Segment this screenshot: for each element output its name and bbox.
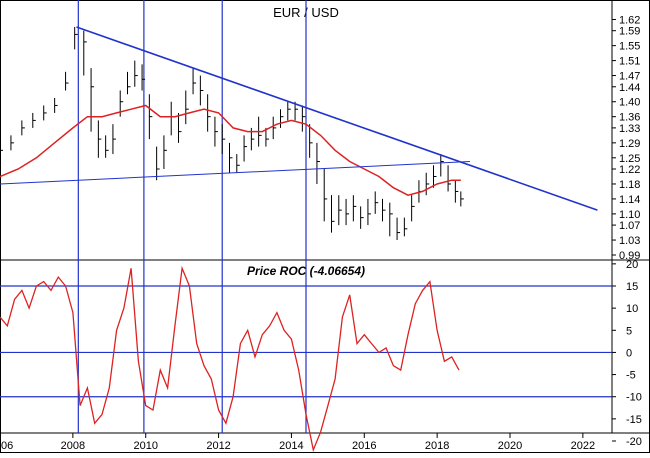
price-tick-label-5: 1.44 <box>619 82 640 94</box>
roc-lines <box>0 265 460 453</box>
x-tick-label-5: 2016 <box>352 440 376 452</box>
price-tick-label-11: 1.22 <box>619 164 640 176</box>
x-tick-label-4: 2014 <box>279 440 303 452</box>
price-tick-label-6: 1.40 <box>619 97 640 109</box>
price-tick-label-10: 1.25 <box>619 153 640 165</box>
price-tick-label-12: 1.18 <box>619 179 640 191</box>
price-tick-label-7: 1.36 <box>619 112 640 124</box>
roc-tick-label-5: -5 <box>626 370 636 382</box>
price-tick-label-15: 1.07 <box>619 220 640 232</box>
roc-tick-label-1: 15 <box>626 281 638 293</box>
trendline-upper-line <box>76 26 598 211</box>
roc-vertical-markers <box>77 260 307 433</box>
roc-y-axis: 20 15 10 5 0 -5 -10 -15 -20 <box>612 259 642 448</box>
x-tick-label-1: 2008 <box>61 440 85 452</box>
roc-tick-label-2: 10 <box>626 303 638 315</box>
roc-tick-label-0: 20 <box>626 259 638 271</box>
x-tick-label-8: 2022 <box>571 440 595 452</box>
price-tick-label-14: 1.10 <box>619 209 640 221</box>
x-tick-label-2: 2010 <box>133 440 157 452</box>
x-axis: 06 2008 2010 2012 2014 2016 2018 2020 2022 <box>0 433 595 452</box>
price-bars <box>0 26 464 241</box>
trendline-lower-line <box>0 161 470 185</box>
price-tick-label-2: 1.55 <box>619 41 640 53</box>
price-tick-label-1: 1.59 <box>619 26 640 38</box>
x-tick-label-3: 2012 <box>206 440 230 452</box>
price-tick-label-3: 1.51 <box>619 56 640 68</box>
price-tick-label-13: 1.14 <box>619 194 640 206</box>
price-tick-label-0: 1.62 <box>619 14 640 26</box>
roc-tick-label-8: -20 <box>626 436 642 448</box>
price-tick-label-9: 1.29 <box>619 138 640 150</box>
price-tick-label-17: 0.99 <box>619 250 640 262</box>
price-y-axis: 1.621.59 1.55 1.51 1.471.44 1.40 1.361.33 1.29… <box>612 14 640 262</box>
roc-tick-label-4: 0 <box>626 347 632 359</box>
price-tick-label-16: 1.03 <box>619 235 640 247</box>
roc-horizontal-markers <box>0 285 612 398</box>
price-lines <box>0 26 598 211</box>
roc-tick-label-3: 5 <box>626 325 632 337</box>
moving-average-line <box>0 104 461 196</box>
x-tick-label-0: 06 <box>1 440 13 452</box>
x-tick-label-6: 2018 <box>425 440 449 452</box>
x-tick-label-7: 2020 <box>498 440 522 452</box>
price-tick-label-4: 1.47 <box>619 71 640 83</box>
roc-line <box>0 265 460 453</box>
roc-tick-label-6: -10 <box>626 392 642 404</box>
roc-tick-label-7: -15 <box>626 414 642 426</box>
price-tick-label-8: 1.33 <box>619 123 640 135</box>
